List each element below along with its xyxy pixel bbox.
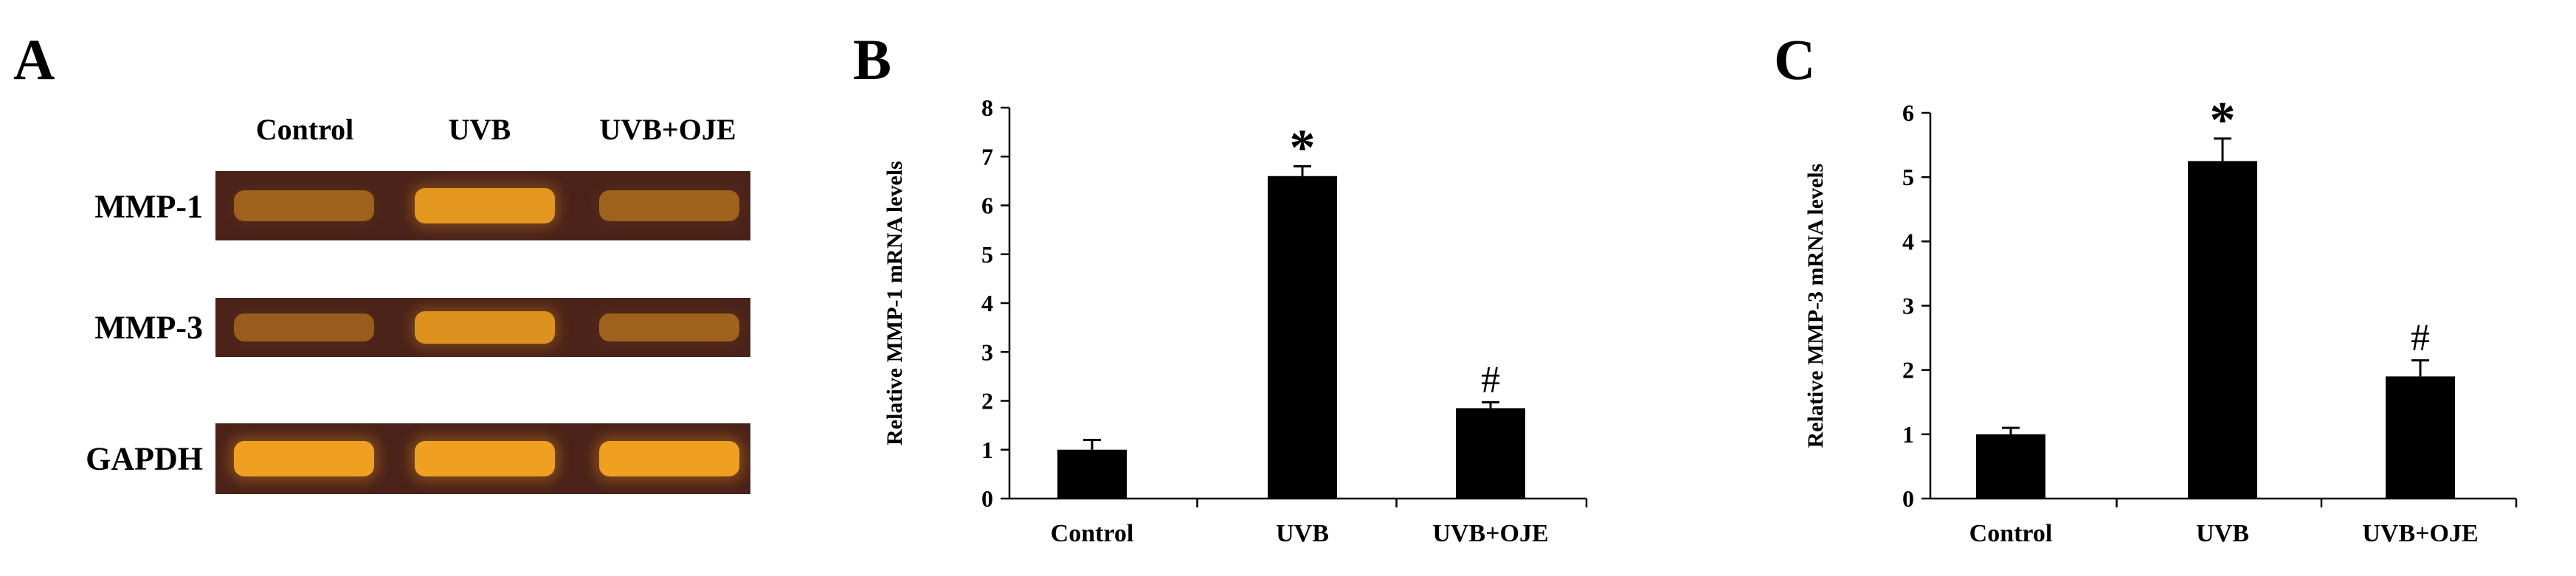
x-category-label: Control: [1051, 520, 1134, 547]
panel-label-c: C: [1774, 27, 1816, 91]
gel-band: [234, 190, 374, 221]
y-tick-label: 6: [981, 192, 993, 219]
gel-row-label-mmp1: MMP-1: [94, 188, 203, 225]
y-axis-title: Relative MMP-3 mRNA levels: [1803, 164, 1828, 448]
gel-row-label-mmp3: MMP-3: [94, 309, 203, 346]
y-tick-label: 5: [981, 241, 993, 268]
bar: [2188, 161, 2257, 499]
y-tick-label: 3: [981, 339, 993, 365]
panel-label-b: B: [853, 27, 892, 91]
gel-band: [234, 313, 374, 341]
y-tick-label: 0: [1902, 485, 1914, 512]
bar: [1976, 434, 2045, 499]
y-tick-label: 4: [981, 290, 993, 316]
gel-column-label-uvb-oje: UVB+OJE: [599, 113, 736, 146]
gel-strip-mmp3: [215, 298, 750, 357]
panel-label-a: A: [13, 27, 55, 91]
bar: [1057, 449, 1127, 499]
gel-column-label-control: Control: [255, 113, 354, 146]
gel-strip-gapdh: [215, 423, 750, 494]
y-tick-label: 0: [981, 485, 993, 512]
y-tick-label: 5: [1902, 164, 1914, 190]
significance-hash: #: [2411, 317, 2430, 359]
gel-band: [599, 441, 739, 476]
y-axis-title: Relative MMP-1 mRNA levels: [883, 161, 907, 445]
y-tick-label: 3: [1902, 293, 1914, 319]
y-tick-label: 1: [1902, 421, 1914, 448]
gel-band: [599, 313, 739, 341]
significance-hash: #: [1481, 358, 1500, 400]
bar: [2386, 376, 2455, 499]
y-tick-label: 6: [1902, 100, 1914, 126]
x-category-label: Control: [1969, 520, 2053, 547]
bar: [1268, 176, 1337, 499]
y-tick-label: 2: [981, 388, 993, 414]
gel-band: [599, 190, 739, 221]
x-category-label: UVB+OJE: [2362, 520, 2478, 547]
y-tick-label: 1: [981, 437, 993, 463]
gel-band: [415, 188, 555, 223]
bar: [1456, 408, 1525, 499]
gel-band: [415, 441, 555, 476]
gel-row-label-gapdh: GAPDH: [86, 440, 203, 477]
y-tick-label: 8: [981, 94, 993, 121]
y-tick-label: 4: [1902, 228, 1914, 254]
x-category-label: UVB: [2196, 520, 2249, 547]
x-category-label: UVB+OJE: [1432, 520, 1548, 547]
gel-band: [234, 441, 374, 476]
gel-column-label-uvb: UVB: [448, 113, 511, 146]
y-tick-label: 2: [1902, 357, 1914, 384]
significance-star: *: [1290, 120, 1316, 177]
significance-star: *: [2210, 92, 2236, 149]
y-tick-label: 7: [981, 143, 993, 170]
gel-strip-mmp1: [215, 171, 750, 240]
x-category-label: UVB: [1276, 520, 1329, 547]
gel-band: [415, 311, 555, 344]
